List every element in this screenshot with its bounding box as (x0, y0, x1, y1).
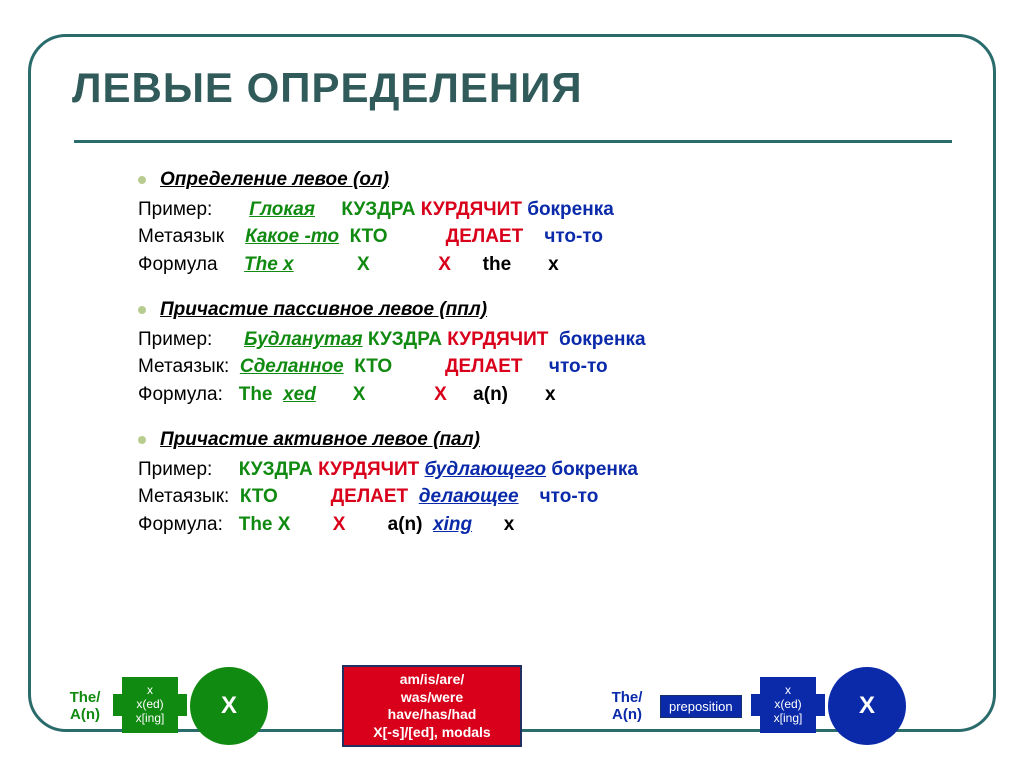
word: бокренка (551, 459, 638, 480)
word: the (483, 254, 512, 275)
main-content: Определение левое (ол) Пример: Глокая КУ… (138, 166, 958, 557)
word: The x (244, 254, 294, 275)
label: Пример: (138, 326, 212, 354)
verb-redbox: am/is/are/ was/were have/has/had X[-s]/[… (342, 665, 522, 747)
word: x (548, 254, 559, 275)
bottom-diagram: The/ A(n) x x(ed) x[ing] X am/is/are/ wa… (60, 661, 1000, 757)
word: Какое -то (245, 226, 339, 247)
title-rule (74, 140, 952, 143)
bullet-icon (138, 436, 146, 444)
redbox-text: am/is/are/ was/were have/has/had X[-s]/[… (373, 671, 490, 741)
word: делающее (419, 486, 519, 507)
modifier-plus-blue: x x(ed) x[ing] (760, 677, 816, 733)
section-ol: Определение левое (ол) Пример: Глокая КУ… (138, 166, 958, 278)
word: будлающего (425, 459, 547, 480)
label: Пример: (138, 196, 212, 224)
word: КТО (354, 356, 392, 377)
section-heading: Причастие пассивное левое (ппл) (138, 296, 958, 324)
word: a(n) (388, 514, 423, 535)
word: что-то (540, 486, 599, 507)
word: бокренка (559, 329, 646, 350)
word: xing (433, 514, 472, 535)
bullet-icon (138, 176, 146, 184)
plus-text: x x(ed) x[ing] (774, 684, 803, 725)
label: Формула: (138, 381, 223, 409)
word: x (504, 514, 515, 535)
word: X (278, 514, 291, 535)
label: Формула: (138, 511, 223, 539)
word: КУРДЯЧИТ (318, 459, 419, 480)
plus-text: x x(ed) x[ing] (136, 684, 165, 725)
heading-text: Определение левое (ол) (160, 169, 389, 190)
section-heading: Определение левое (ол) (138, 166, 958, 194)
circle-text: X (859, 692, 875, 720)
label: Формула (138, 251, 218, 279)
label: Метаязык (138, 223, 224, 251)
row-meta: Метаязык: КТО ДЕЛАЕТ делающее что-то (138, 483, 958, 511)
row-formula: Формула: The X X a(n) xing x (138, 511, 958, 539)
row-formula: Формула The x X X the x (138, 251, 958, 279)
word: x (545, 384, 556, 405)
article-label-left: The/ A(n) (60, 689, 110, 723)
row-meta: Метаязык: Сделанное КТО ДЕЛАЕТ что-то (138, 353, 958, 381)
word: КУЗДРА (341, 199, 415, 220)
label: Метаязык: (138, 483, 229, 511)
label: Пример: (138, 456, 212, 484)
modifier-plus-green: x x(ed) x[ing] (122, 677, 178, 733)
word: КУРДЯЧИТ (421, 199, 522, 220)
word: КТО (350, 226, 388, 247)
word: КУЗДРА (239, 459, 313, 480)
word: Глокая (249, 199, 315, 220)
page-title: ЛЕВЫЕ ОПРЕДЕЛЕНИЯ (72, 64, 583, 112)
noun-circle-green: X (190, 667, 268, 745)
heading-text: Причастие активное левое (пал) (160, 429, 480, 450)
word: X (434, 384, 447, 405)
word: КТО (240, 486, 278, 507)
label: Метаязык: (138, 353, 229, 381)
word: X (438, 254, 451, 275)
word: что-то (549, 356, 608, 377)
word: xed (283, 384, 316, 405)
word: Будланутая (244, 329, 363, 350)
section-ppl: Причастие пассивное левое (ппл) Пример: … (138, 296, 958, 408)
word: The (239, 514, 273, 535)
word: ДЕЛАЕТ (331, 486, 409, 507)
word: a(n) (473, 384, 508, 405)
word: бокренка (527, 199, 614, 220)
word: Сделанное (240, 356, 344, 377)
word: X (357, 254, 370, 275)
word: ДЕЛАЕТ (445, 356, 523, 377)
noun-circle-blue: X (828, 667, 906, 745)
row-example: Пример: Будланутая КУЗДРА КУРДЯЧИТ бокре… (138, 326, 958, 354)
word: X (333, 514, 346, 535)
row-meta: Метаязык Какое -то КТО ДЕЛАЕТ что-то (138, 223, 958, 251)
circle-text: X (221, 692, 237, 720)
word: КУЗДРА (368, 329, 442, 350)
row-example: Пример: КУЗДРА КУРДЯЧИТ будлающего бокре… (138, 456, 958, 484)
article-label-right: The/ A(n) (602, 689, 652, 723)
row-formula: Формула: The xed X X a(n) x (138, 381, 958, 409)
word: The (239, 384, 273, 405)
section-heading: Причастие активное левое (пал) (138, 426, 958, 454)
word: X (353, 384, 366, 405)
heading-text: Причастие пассивное левое (ппл) (160, 299, 487, 320)
preposition-box: preposition (660, 695, 742, 718)
word: что-то (544, 226, 603, 247)
section-pal: Причастие активное левое (пал) Пример: К… (138, 426, 958, 538)
word: ДЕЛАЕТ (446, 226, 524, 247)
row-example: Пример: Глокая КУЗДРА КУРДЯЧИТ бокренка (138, 196, 958, 224)
bullet-icon (138, 306, 146, 314)
word: КУРДЯЧИТ (447, 329, 548, 350)
